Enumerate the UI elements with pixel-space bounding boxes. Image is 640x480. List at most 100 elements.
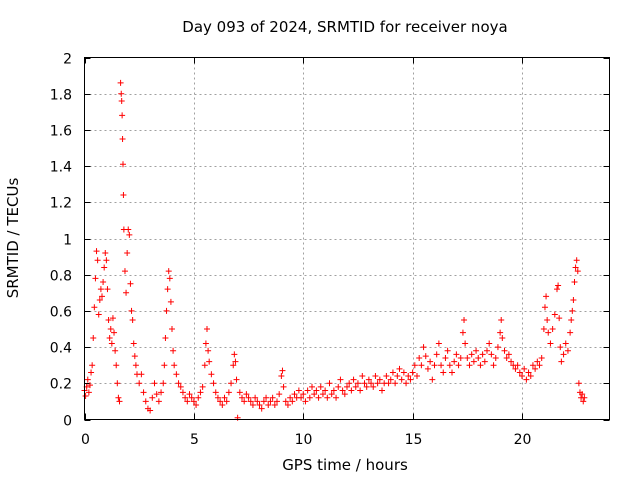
data-point <box>527 373 534 380</box>
data-point <box>208 371 215 378</box>
data-point <box>91 304 98 311</box>
data-point <box>95 311 102 318</box>
data-point <box>210 380 217 387</box>
data-point <box>374 380 381 387</box>
data-point <box>92 275 99 282</box>
x-tick-label: 10 <box>295 432 313 448</box>
data-point <box>313 387 320 394</box>
data-point <box>479 351 486 358</box>
data-point <box>344 383 350 390</box>
data-point <box>221 394 228 401</box>
x-tick-label: 0 <box>81 432 90 448</box>
data-point <box>492 354 499 361</box>
data-point <box>123 289 130 296</box>
data-point <box>212 389 219 396</box>
data-point <box>328 391 335 398</box>
data-point <box>265 402 272 409</box>
data-point <box>549 326 556 332</box>
data-point <box>346 380 353 387</box>
chart-title: Day 093 of 2024, SRMTID for receiver noy… <box>182 18 507 36</box>
data-point <box>302 398 309 405</box>
data-point <box>494 344 501 351</box>
data-point <box>464 354 471 361</box>
data-point <box>274 398 280 405</box>
data-point <box>119 135 126 142</box>
data-point <box>361 380 368 387</box>
x-tick-label: 15 <box>405 432 423 448</box>
data-point <box>241 398 248 405</box>
data-point <box>322 387 329 394</box>
data-point <box>409 369 416 376</box>
data-point <box>140 389 147 396</box>
data-point <box>260 398 267 405</box>
data-point <box>547 340 554 347</box>
data-point <box>114 380 121 387</box>
data-point <box>163 307 170 314</box>
data-point <box>138 371 145 378</box>
data-point <box>282 398 289 405</box>
data-point <box>569 307 576 314</box>
y-tick-label: 0.8 <box>50 269 72 285</box>
x-tick-label: 5 <box>190 432 199 448</box>
data-point <box>315 394 322 401</box>
data-point <box>394 373 401 380</box>
data-point <box>560 351 567 358</box>
y-tick-label: 2 <box>63 52 72 68</box>
data-point <box>490 362 497 369</box>
data-point <box>363 383 370 390</box>
data-point <box>376 376 383 383</box>
data-points <box>81 79 588 421</box>
data-point <box>104 286 111 293</box>
data-point <box>219 402 226 409</box>
data-point <box>167 298 174 305</box>
data-point <box>326 380 333 387</box>
data-point <box>193 402 200 409</box>
data-point <box>435 340 442 347</box>
data-point <box>214 394 221 401</box>
x-tick-labels: 0 5 10 15 20 <box>81 432 531 448</box>
x-axis-label: GPS time / hours <box>282 456 408 474</box>
data-point <box>429 376 436 383</box>
data-point <box>424 365 431 372</box>
data-point <box>468 351 475 358</box>
data-point <box>291 391 298 398</box>
data-point <box>392 380 399 387</box>
data-point <box>169 326 175 332</box>
data-point <box>206 358 213 365</box>
data-point <box>102 249 109 256</box>
data-point <box>556 315 563 322</box>
data-point <box>503 354 510 361</box>
data-point <box>289 398 296 405</box>
data-point <box>554 286 560 293</box>
data-point <box>350 376 357 383</box>
data-point <box>116 398 123 405</box>
data-point <box>89 362 96 369</box>
data-point <box>523 376 530 383</box>
data-point <box>449 369 455 376</box>
data-point <box>457 354 464 361</box>
data-point <box>581 394 588 401</box>
data-point <box>488 351 495 358</box>
data-point <box>165 268 172 275</box>
data-point <box>86 382 93 389</box>
data-point <box>228 380 235 387</box>
axis-ticks <box>84 57 610 421</box>
data-point <box>555 282 562 289</box>
data-point <box>199 383 206 390</box>
data-point <box>389 369 396 376</box>
data-point <box>254 398 261 405</box>
data-point <box>239 394 245 401</box>
data-point <box>309 383 315 390</box>
data-point <box>543 293 550 300</box>
data-point <box>249 402 256 409</box>
data-point <box>113 362 120 369</box>
data-point <box>545 329 552 336</box>
data-point <box>204 326 210 332</box>
data-point <box>131 353 138 360</box>
data-point <box>433 351 440 358</box>
data-point <box>160 380 167 387</box>
data-point <box>190 398 197 405</box>
data-point <box>96 297 103 304</box>
data-point <box>82 392 89 399</box>
data-point <box>568 316 575 323</box>
